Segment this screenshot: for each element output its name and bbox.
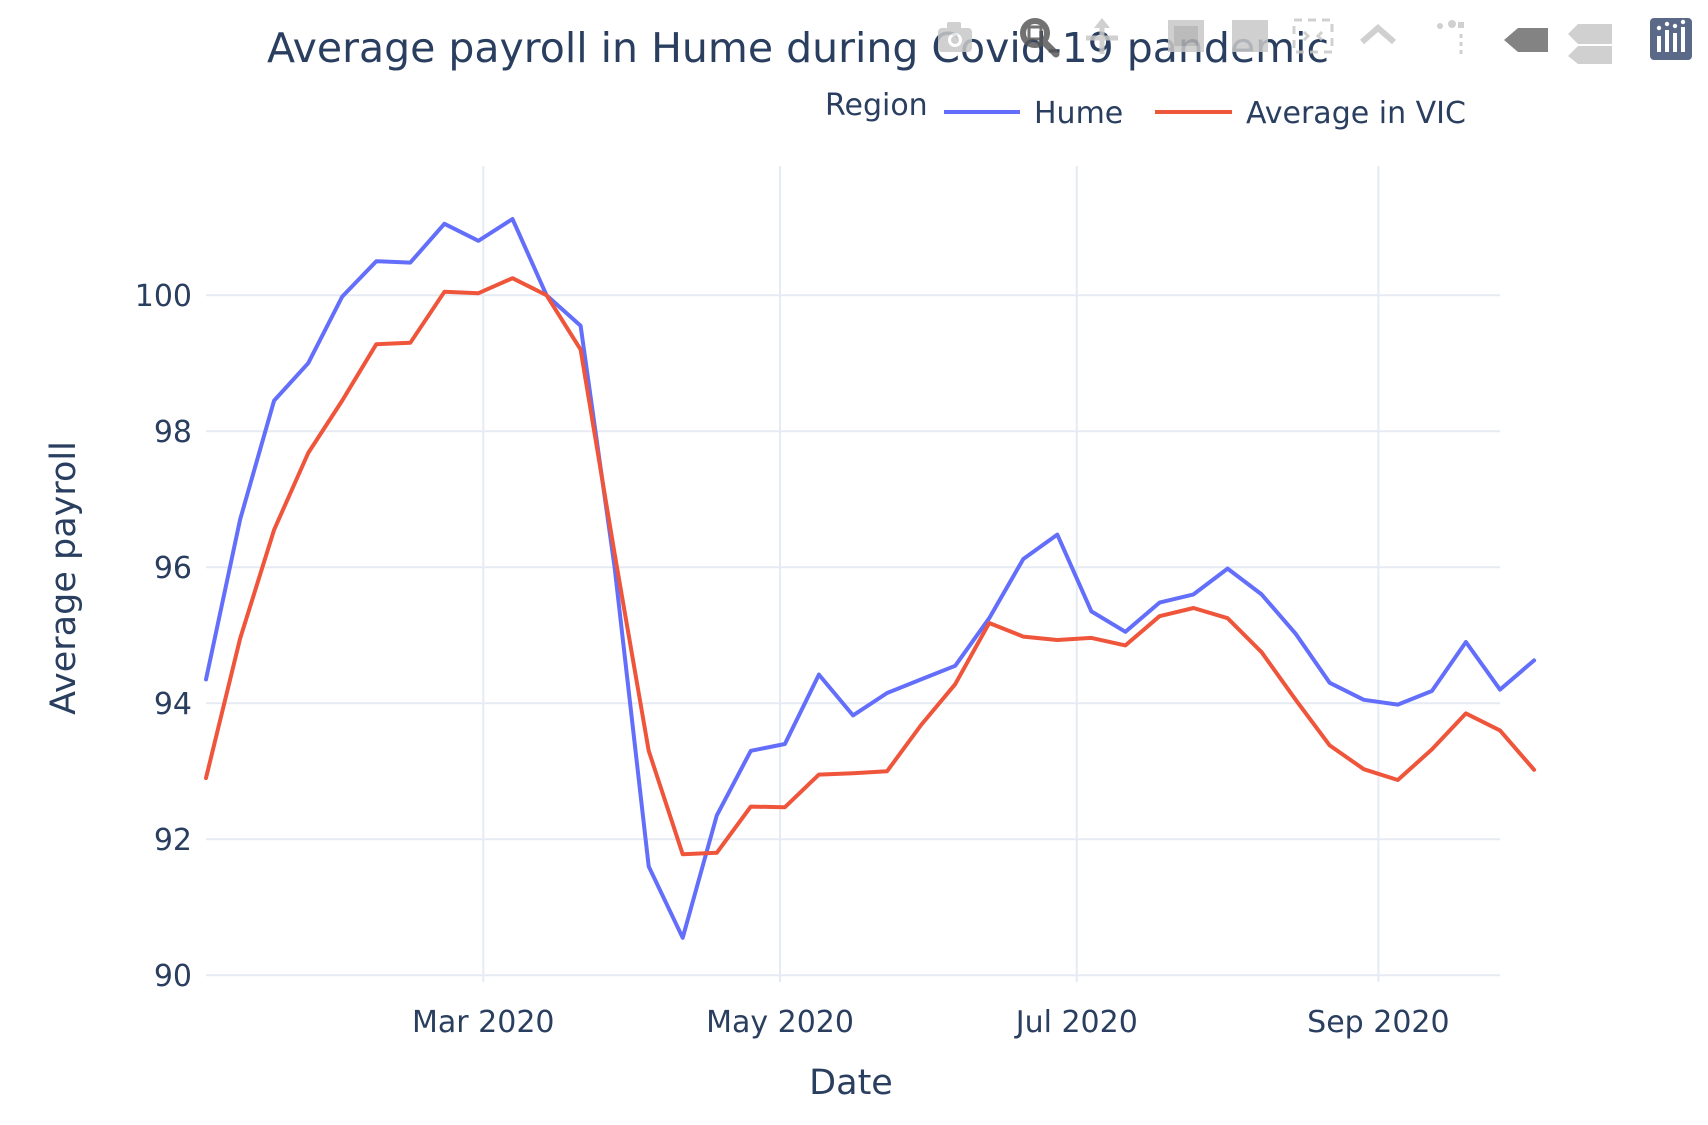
legend-item-average-in-vic[interactable]: Average in VIC: [1155, 96, 1466, 131]
zoom-out-icon[interactable]: [1360, 24, 1396, 45]
legend-label-hume: Hume: [1034, 96, 1123, 131]
box-select-icon[interactable]: [1168, 20, 1204, 52]
hover-closest-icon[interactable]: [1504, 28, 1548, 52]
y-axis-ticks: 90 92 94 96 98 100: [135, 279, 192, 994]
x-axis-title: Date: [809, 1063, 893, 1103]
legend: Region Hume Average in VIC: [825, 88, 1466, 131]
y-tick-label: 96: [154, 551, 192, 586]
series-line-average-in-vic[interactable]: [204, 276, 1537, 857]
hover-compare-icon[interactable]: [1568, 24, 1612, 64]
zoom-icon[interactable]: [1020, 18, 1060, 58]
y-tick-label: 94: [154, 687, 192, 722]
plot-area[interactable]: [204, 217, 1537, 940]
y-tick-label: 100: [135, 279, 192, 314]
legend-item-hume[interactable]: Hume: [944, 96, 1123, 131]
y-tick-label: 90: [154, 959, 192, 994]
zoom-in-icon[interactable]: [1292, 18, 1334, 54]
x-tick-label: Mar 2020: [412, 1005, 555, 1040]
lasso-select-icon[interactable]: [1232, 20, 1268, 52]
x-tick-label: Jul 2020: [1014, 1005, 1138, 1040]
x-tick-label: Sep 2020: [1307, 1005, 1449, 1040]
legend-title: Region: [825, 88, 928, 123]
x-tick-label: May 2020: [706, 1005, 854, 1040]
plotly-logo-icon[interactable]: [1650, 18, 1692, 60]
modebar: [938, 18, 1692, 64]
y-tick-label: 98: [154, 415, 192, 450]
series-line-hume[interactable]: [204, 217, 1537, 940]
y-tick-label: 92: [154, 823, 192, 858]
camera-icon[interactable]: [938, 22, 972, 52]
legend-label-average-in-vic: Average in VIC: [1246, 96, 1466, 131]
x-axis-ticks: Mar 2020 May 2020 Jul 2020 Sep 2020: [412, 1005, 1450, 1040]
spike-lines-icon[interactable]: [1437, 20, 1464, 54]
pan-icon[interactable]: [1086, 18, 1118, 54]
chart-title: Average payroll in Hume during Covid-19 …: [267, 24, 1329, 72]
y-axis-title: Average payroll: [44, 441, 84, 715]
